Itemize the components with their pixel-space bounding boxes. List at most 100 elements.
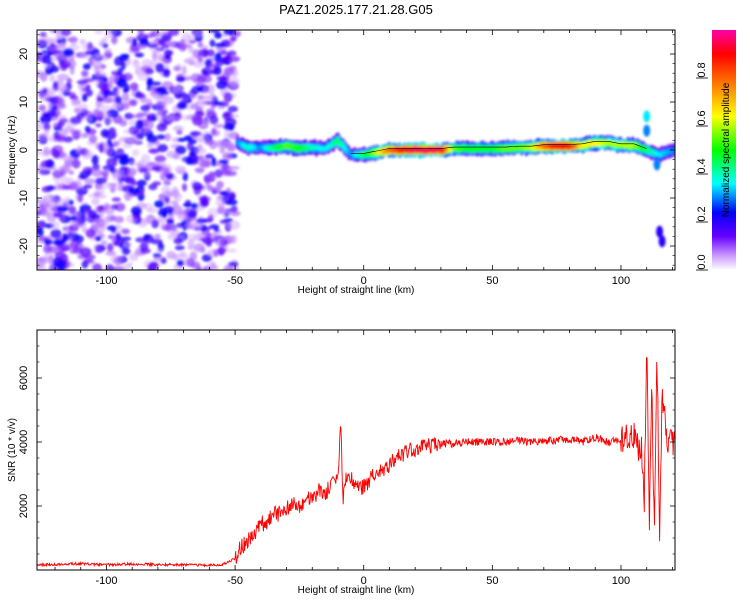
heatmap-cell: [110, 235, 116, 243]
snr-axes: -100 -50 0 50 100 2000 4000 6000: [18, 329, 675, 587]
heatmap-cell: [183, 95, 189, 103]
snr-frame: [36, 329, 676, 571]
heatmap-cell: [37, 198, 43, 204]
heatmap-cell: [204, 139, 214, 146]
heatmap-cell: [188, 153, 199, 163]
heatmap-cell: [103, 204, 115, 215]
heatmap-cell: [75, 178, 82, 185]
snr-series-line: [37, 356, 675, 568]
heatmap-cell: [91, 154, 99, 165]
heatmap-cell: [76, 79, 89, 85]
heatmap-cell: [206, 173, 213, 180]
snr-x-tick-label: -100: [95, 575, 117, 587]
heatmap-cell: [68, 92, 76, 98]
heatmap-cell: [129, 99, 138, 107]
heatmap-cell: [172, 125, 184, 132]
heatmap-cell: [39, 31, 47, 38]
heatmap-cell: [228, 191, 236, 200]
heatmap-cell: [82, 93, 88, 102]
heatmap-cell: [151, 166, 164, 171]
heatmap-cell: [41, 54, 52, 65]
heatmap-cell: [52, 95, 63, 106]
heatmap-cell: [211, 157, 217, 167]
heatmap-cell: [213, 227, 220, 233]
heatmap-cell: [59, 86, 70, 93]
heatmap-cell: [215, 52, 222, 61]
heatmap-cell: [225, 248, 238, 253]
heatmap-cell: [184, 221, 194, 230]
heatmap-cell: [208, 30, 221, 34]
heatmap-cell: [37, 38, 48, 46]
heatmap-cell: [146, 134, 158, 144]
heatmap-cell: [95, 123, 102, 128]
heatmap-cell: [61, 235, 70, 241]
heatmap-cell: [81, 87, 90, 92]
spectrogram-y-tick-label: 10: [18, 96, 30, 108]
spectrogram-x-tick-label: 50: [486, 275, 498, 287]
heatmap-cell: [209, 39, 216, 47]
heatmap-cell: [198, 48, 209, 57]
spectrogram-xlabel: Height of straight line (km): [298, 285, 415, 296]
heatmap-cell: [163, 69, 170, 74]
heatmap-cell: [224, 66, 234, 76]
heatmap-cell: [72, 247, 83, 254]
heatmap-cell: [79, 247, 92, 257]
heatmap-cell: [228, 56, 241, 62]
heatmap-cell: [67, 231, 73, 238]
heatmap-cell: [94, 30, 104, 35]
colorbar-tick-label: 0.0: [696, 254, 708, 269]
spectrogram-y-tick-label: 20: [18, 48, 30, 60]
heatmap-cell: [176, 76, 186, 82]
heatmap-cell: [102, 88, 109, 99]
heatmap-cell: [47, 101, 53, 112]
heatmap-cell: [41, 256, 50, 264]
heatmap-cell: [103, 51, 113, 59]
heatmap-cell: [39, 92, 51, 102]
heatmap-cell: [102, 174, 108, 182]
heatmap-cell: [120, 61, 126, 71]
heatmap-cell: [144, 33, 155, 39]
spectrogram-x-tick-label: -100: [95, 275, 117, 287]
heatmap-cell: [164, 54, 171, 60]
heatmap-cell: [192, 116, 204, 126]
heatmap-cell: [204, 153, 214, 159]
heatmap-cell: [200, 200, 209, 208]
heatmap-cell: [103, 117, 114, 125]
colorbar: 0.0 0.2 0.4 0.6 0.8 Normalized spectral ampl…: [696, 30, 736, 271]
heatmap-cell: [84, 178, 96, 185]
heatmap-cell: [230, 205, 238, 213]
heatmap-cell: [215, 237, 225, 247]
heatmap-cell: [219, 164, 232, 174]
snr-y-tick-label: 2000: [18, 494, 30, 518]
spectrogram-y-tick-label: -20: [18, 238, 30, 254]
heatmap-cell: [186, 257, 195, 267]
heatmap-cell: [37, 265, 47, 270]
heatmap-cell: [102, 96, 114, 104]
heatmap-cell: [60, 63, 68, 72]
heatmap-cell: [95, 71, 101, 79]
heatmap-cell: [221, 140, 232, 148]
heatmap-cell: [147, 263, 160, 269]
heatmap-cell: [69, 35, 78, 46]
heatmap-cell: [49, 65, 60, 73]
heatmap-cell: [107, 143, 115, 148]
heatmap-cell: [191, 221, 203, 232]
heatmap-cell: [208, 63, 216, 69]
heatmap-cell: [187, 34, 195, 41]
heatmap-cell: [79, 170, 90, 180]
heatmap-cell: [63, 136, 73, 143]
heatmap-cell: [643, 110, 651, 123]
heatmap-cell: [188, 138, 198, 145]
heatmap-cell: [57, 198, 70, 207]
heatmap-cell: [122, 143, 133, 149]
heatmap-cell: [147, 114, 153, 121]
heatmap-cell: [139, 167, 149, 173]
heatmap-cell: [49, 74, 56, 83]
heatmap-cell: [123, 241, 132, 249]
heatmap-cell: [155, 248, 164, 254]
heatmap-cell: [81, 70, 89, 77]
heatmap-cell: [219, 146, 225, 154]
heatmap-cell: [188, 39, 196, 44]
heatmap-cell: [93, 53, 105, 59]
